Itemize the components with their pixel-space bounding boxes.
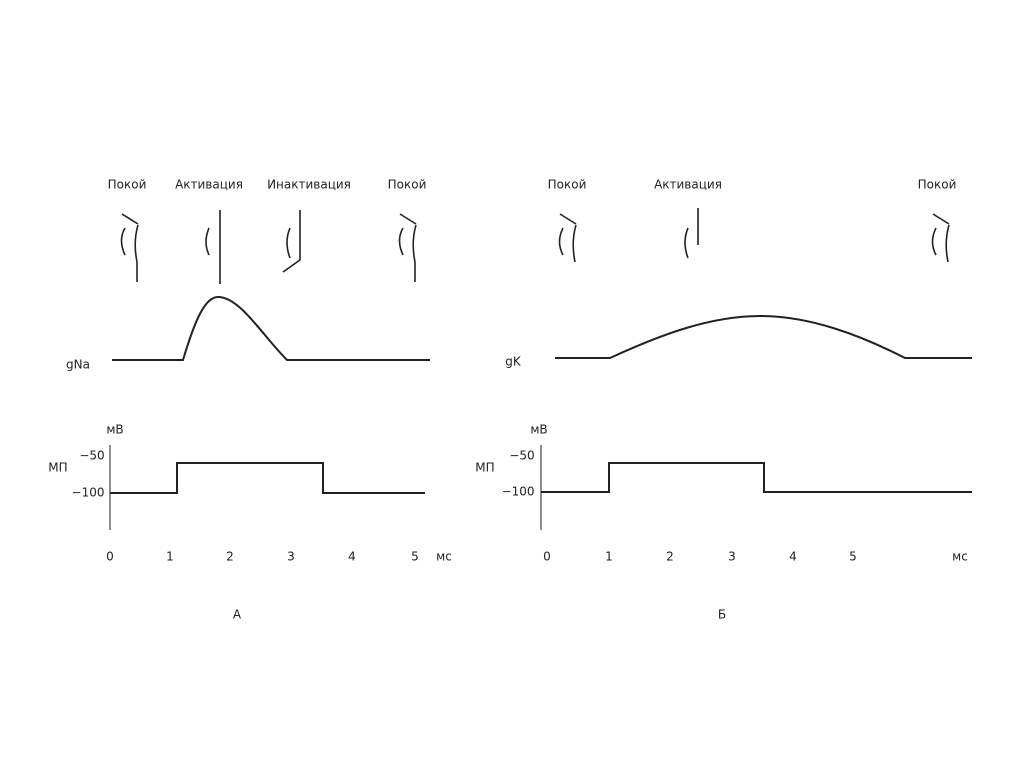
- state-label: Покой: [388, 178, 427, 192]
- voltage-trace: [541, 462, 972, 493]
- time-tick-label: 4: [789, 550, 797, 564]
- channel-glyph: [205, 210, 221, 284]
- time-unit: мс: [436, 550, 452, 564]
- state-label: Активация: [175, 178, 243, 192]
- voltage-trace: [110, 462, 425, 494]
- voltage-tick-label: −100: [502, 485, 535, 499]
- time-tick-label: 1: [605, 550, 613, 564]
- panel-letter: А: [233, 608, 242, 622]
- channel-glyph: [398, 213, 417, 282]
- channel-glyph: [120, 213, 139, 282]
- time-unit: мс: [952, 550, 968, 564]
- time-tick-label: 0: [106, 550, 114, 564]
- state-label: Покой: [918, 178, 957, 192]
- voltage-tick-label: −50: [509, 449, 534, 463]
- channel-glyph: [558, 213, 577, 263]
- time-tick-label: 3: [728, 550, 736, 564]
- channel-glyph: [282, 210, 301, 273]
- voltage-tick-label: −50: [79, 449, 104, 463]
- voltage-unit: мВ: [530, 423, 547, 437]
- state-label: Активация: [654, 178, 722, 192]
- voltage-label: МП: [475, 461, 494, 475]
- time-tick-label: 2: [666, 550, 674, 564]
- time-tick-label: 0: [543, 550, 551, 564]
- voltage-tick-label: −100: [72, 486, 105, 500]
- conductance-curve: [555, 314, 972, 359]
- channel-glyph: [684, 208, 699, 259]
- voltage-label: МП: [48, 461, 67, 475]
- panel-a: Покой Активация Инактивация Покой gNa мВ…: [48, 178, 452, 622]
- conductance-curve: [112, 295, 430, 361]
- time-tick-label: 5: [411, 550, 419, 564]
- panel-b: Покой Активация Покой gK мВ МП −50 −100 …: [475, 178, 972, 622]
- time-tick-label: 3: [287, 550, 295, 564]
- time-tick-label: 1: [166, 550, 174, 564]
- time-tick-label: 4: [348, 550, 356, 564]
- time-tick-label: 5: [849, 550, 857, 564]
- state-label: Покой: [108, 178, 147, 192]
- panel-letter: Б: [718, 608, 726, 622]
- voltage-unit: мВ: [106, 423, 123, 437]
- channel-glyph: [931, 213, 950, 263]
- state-label: Инактивация: [267, 178, 351, 192]
- time-tick-label: 2: [226, 550, 234, 564]
- state-label: Покой: [548, 178, 587, 192]
- conductance-label: gK: [505, 355, 522, 369]
- conductance-label: gNa: [66, 358, 90, 372]
